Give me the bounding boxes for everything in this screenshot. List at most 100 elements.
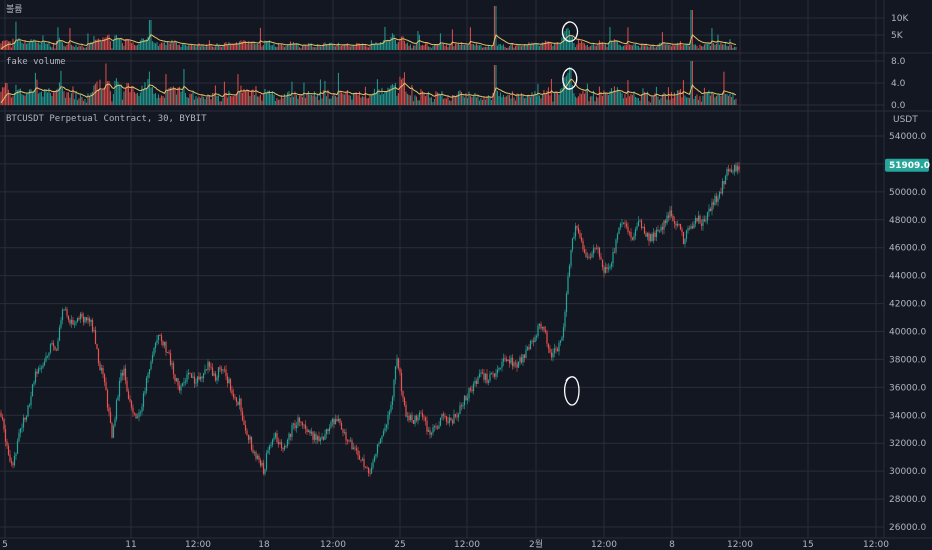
candle-body [46,356,49,357]
volume-bar [568,30,570,50]
candle-body [691,226,694,229]
candle-body [346,440,349,442]
fake-volume-bar [283,93,285,105]
candle-body [628,231,631,233]
fake-volume-bar [211,93,213,105]
fake-volume-bar [690,61,692,105]
candle-body [379,439,382,444]
fake-volume-bar [114,80,116,105]
volume-bar [495,6,497,50]
volume-bar [277,42,279,50]
volume-bar [720,42,722,50]
candle-body [42,365,44,368]
volume-bar [516,44,518,50]
fake-volume-bar [489,96,491,105]
fake-volume-bar [723,71,725,105]
candle-body [388,411,391,415]
fake-volume-bar [519,96,521,105]
candle-body [64,309,67,311]
fake-volume-bar [658,99,660,105]
candle-body [663,220,665,230]
volume-pane-bars [0,6,737,50]
candle-body [15,453,17,457]
volume-bar [105,37,107,50]
annotation-circle-volume[interactable] [561,21,579,42]
candle-body [96,343,98,350]
fake-volume-bar [507,94,509,105]
candle-body [6,441,8,446]
fake-volume-bar [18,89,20,105]
candle-body [574,226,577,237]
volume-bar [699,44,701,50]
volume-bar [282,45,284,50]
annotation-circle-price[interactable] [563,376,580,406]
candle-body [265,453,268,470]
volume-bar [645,43,647,50]
volume-bar [676,42,678,50]
fake-volume-bar [363,96,365,105]
candle-body [711,202,713,211]
volume-bar [64,46,66,50]
fake-volume-bar [288,91,290,105]
candle-body [33,382,35,385]
fake-volume-bar [619,92,621,105]
fake-volume-bar [510,98,512,105]
volume-bar [111,48,113,50]
fake-volume-bar [24,95,26,105]
volume-bar [433,44,435,50]
fake-volume-bar [735,98,737,105]
volume-bar [241,41,243,50]
fake-volume-bar [694,96,696,105]
volume-bar [655,47,657,50]
volume-bar [151,41,153,50]
fake-volume-bar [367,98,369,105]
fake-volume-bar [568,67,570,105]
volume-bar [666,43,668,50]
candle-body [591,253,593,258]
fake-volume-bar [472,96,474,105]
volume-bar [526,44,528,50]
volume-bar [91,42,93,50]
candle-body [325,429,328,435]
candle-body [652,232,655,241]
fake-volume-bar [447,96,449,105]
time-axis: 5 11 12:00 18 12:00 25 12:00 2월 12:00 8 12:00 15 12:… [2,538,889,550]
volume-bar [591,44,593,50]
volume-bar [639,47,641,50]
fake-volume-bar [361,96,363,105]
candle-body [538,323,541,326]
fake-volume-bar [511,91,513,105]
candle-body [31,384,34,397]
volume-bar [378,43,380,50]
fake-volume-bar [133,92,135,105]
annotation-circle-fake-volume[interactable] [562,67,578,90]
volume-bar [574,47,576,50]
fake-volume-bar [234,95,236,105]
fake-volume-bar [298,95,300,105]
candle-body [513,362,515,367]
volume-bar [466,44,468,50]
fake-volume-bar [466,98,468,105]
fake-volume-bar [322,90,324,105]
volume-bar [652,45,654,50]
candle-body [271,439,274,445]
fake-volume-bar [154,93,156,105]
fake-volume-bar [670,92,672,105]
candle-body [456,416,458,418]
candle-body [564,312,566,328]
candle-body [147,374,149,379]
candle-body [54,346,56,350]
volume-bar [87,33,89,50]
candle-body [715,195,718,202]
candle-body [51,343,53,345]
fake-volume-bar [16,90,18,105]
fake-volume-bar [379,94,381,105]
fake-volume-bar [474,92,476,105]
candle-body [159,335,161,336]
volume-bar [642,44,644,50]
candle-body [82,316,85,323]
fake-volume-bar [198,96,200,105]
volume-bar [348,45,350,50]
volume-bar [649,46,651,50]
